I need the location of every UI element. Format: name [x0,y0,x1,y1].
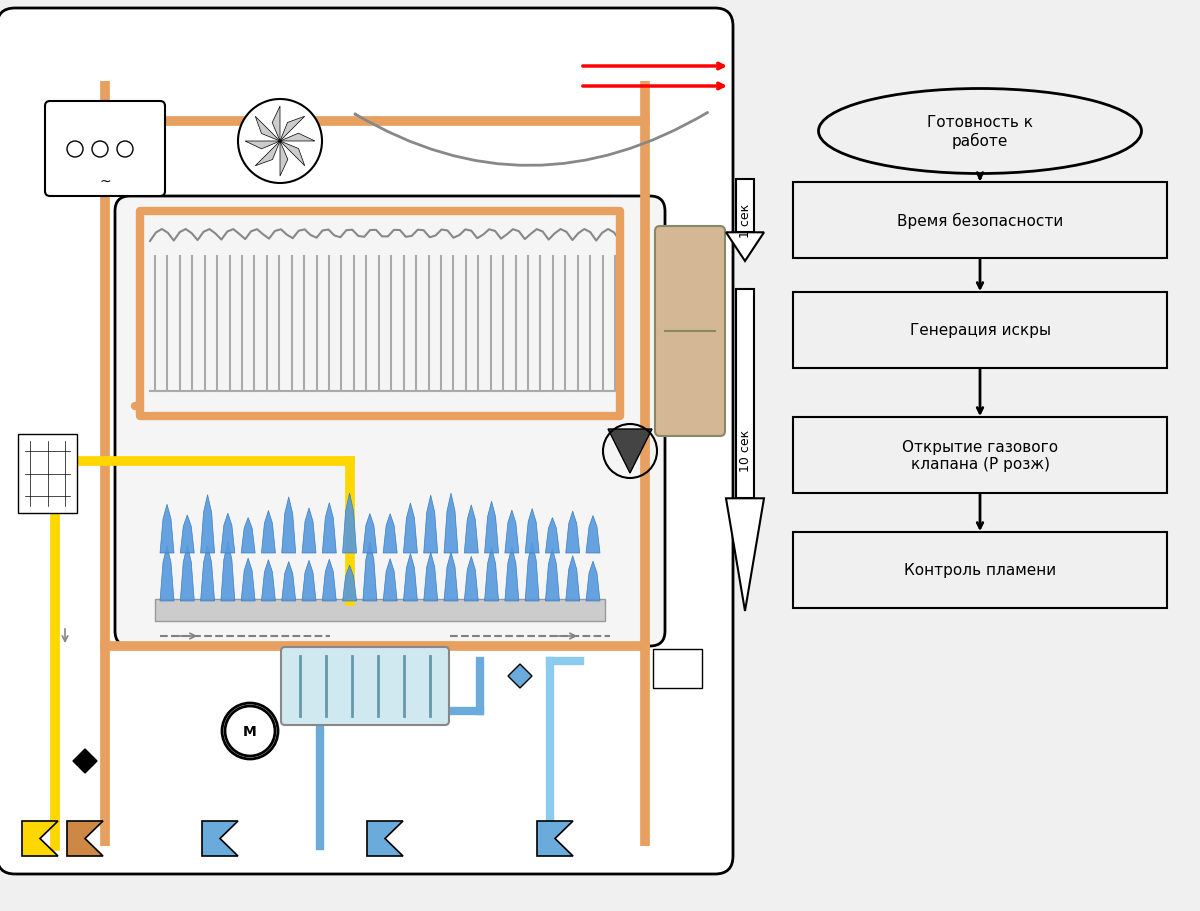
Polygon shape [302,548,316,601]
Text: Генерация искры: Генерация искры [910,323,1050,338]
Polygon shape [424,494,438,553]
Text: 1 сек: 1 сек [738,204,751,238]
Polygon shape [221,495,235,553]
Bar [737,179,754,233]
Polygon shape [546,557,559,601]
Polygon shape [160,515,174,553]
Polygon shape [726,498,764,611]
Polygon shape [241,556,256,601]
Polygon shape [202,821,238,856]
Polygon shape [280,118,305,142]
Polygon shape [608,429,652,474]
Polygon shape [282,511,295,553]
Polygon shape [565,496,580,553]
Polygon shape [726,233,764,261]
Polygon shape [586,560,600,601]
Text: ~: ~ [100,175,110,189]
Polygon shape [424,557,438,601]
FancyBboxPatch shape [0,9,733,874]
Circle shape [118,142,133,158]
FancyBboxPatch shape [655,227,725,436]
Polygon shape [403,552,418,601]
Polygon shape [342,563,356,601]
Polygon shape [526,506,539,553]
Circle shape [92,142,108,158]
Polygon shape [256,118,280,142]
Polygon shape [485,517,498,553]
Polygon shape [367,821,403,856]
Polygon shape [241,498,256,553]
Polygon shape [200,548,215,601]
Polygon shape [383,494,397,553]
Bar [155,599,605,621]
FancyBboxPatch shape [115,197,665,646]
Polygon shape [444,497,458,553]
Polygon shape [262,551,276,601]
Polygon shape [67,821,103,856]
Circle shape [226,706,275,756]
Polygon shape [508,664,532,688]
Polygon shape [485,560,498,601]
Polygon shape [586,509,600,553]
Polygon shape [280,134,316,142]
FancyBboxPatch shape [281,648,449,725]
Polygon shape [73,749,97,773]
Polygon shape [464,550,479,601]
Circle shape [238,100,322,184]
Polygon shape [362,498,377,553]
Polygon shape [280,142,288,177]
Polygon shape [538,821,574,856]
FancyBboxPatch shape [653,650,702,688]
Polygon shape [256,142,280,167]
Polygon shape [160,562,174,601]
Polygon shape [262,507,276,553]
Polygon shape [200,494,215,553]
Polygon shape [323,549,336,601]
Polygon shape [245,142,280,149]
Polygon shape [180,548,194,601]
Text: Время безопасности: Время безопасности [896,212,1063,229]
Polygon shape [526,559,539,601]
Polygon shape [444,544,458,601]
Polygon shape [221,559,235,601]
Polygon shape [383,560,397,601]
Text: 10 сек: 10 сек [738,429,751,472]
FancyArrowPatch shape [355,113,708,166]
Polygon shape [546,510,559,553]
Text: Готовность к
работе: Готовность к работе [928,115,1033,148]
Text: M: M [244,724,257,738]
Polygon shape [403,494,418,553]
FancyBboxPatch shape [18,435,77,514]
Polygon shape [302,517,316,553]
Polygon shape [180,499,194,553]
Polygon shape [342,513,356,553]
Text: Открытие газового
клапана (Р розж): Открытие газового клапана (Р розж) [902,439,1058,472]
Polygon shape [505,507,518,553]
Polygon shape [282,551,295,601]
FancyBboxPatch shape [46,102,166,197]
Polygon shape [464,510,479,553]
Polygon shape [505,565,518,601]
Polygon shape [565,548,580,601]
Polygon shape [22,821,58,856]
Text: Контроль пламени: Контроль пламени [904,563,1056,578]
Polygon shape [280,142,305,167]
Polygon shape [272,107,280,142]
Circle shape [67,142,83,158]
Polygon shape [323,496,336,553]
Polygon shape [362,555,377,601]
Bar [737,290,754,498]
